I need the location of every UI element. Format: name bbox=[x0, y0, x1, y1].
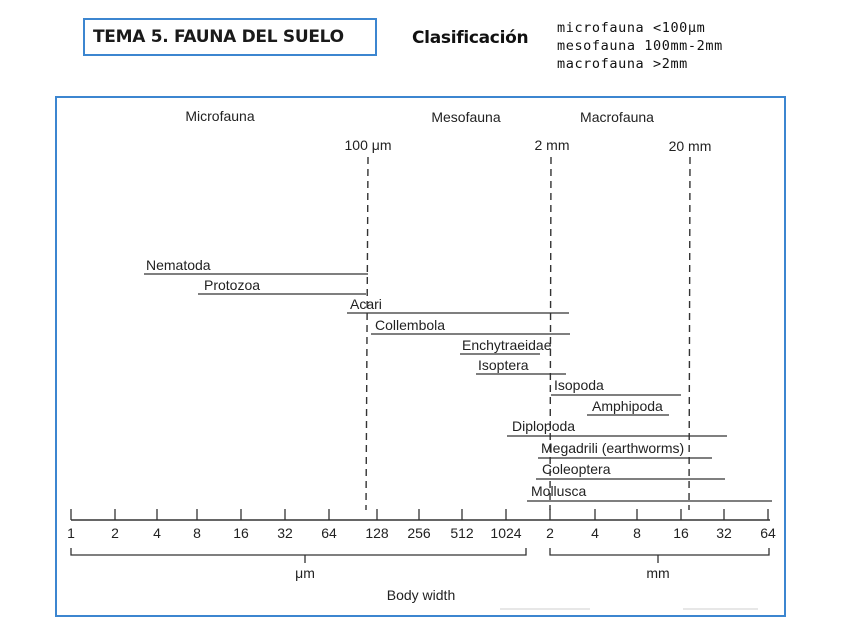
threshold-label-20mm: 20 mm bbox=[669, 138, 712, 154]
size-ranges: microfauna <100μm mesofauna 100mm-2mm ma… bbox=[557, 19, 723, 73]
taxon-label: Coleoptera bbox=[542, 461, 611, 477]
range-macrofauna: macrofauna >2mm bbox=[557, 56, 688, 72]
taxon-acari: Acari bbox=[347, 296, 569, 314]
taxon-amphipoda: Amphipoda bbox=[587, 398, 669, 416]
bracket-mm bbox=[549, 548, 770, 556]
scale-axis-ticks bbox=[70, 509, 769, 520]
title-box: TEMA 5. FAUNA DEL SUELO bbox=[83, 18, 377, 56]
taxon-megadrili: Megadrili (earthworms) bbox=[538, 440, 712, 459]
axis-tick-label: 4 bbox=[591, 525, 599, 541]
taxon-enchytraeidae: Enchytraeidae bbox=[460, 337, 552, 355]
threshold-line-20mm bbox=[688, 156, 691, 511]
taxon-isoptera: Isoptera bbox=[476, 357, 566, 375]
axis-tick-label: 128 bbox=[365, 525, 389, 541]
unit-label-um: μm bbox=[295, 565, 315, 581]
taxon-nematoda: Nematoda bbox=[144, 257, 368, 275]
threshold-line-2mm bbox=[549, 156, 552, 511]
group-label-macrofauna: Macrofauna bbox=[580, 109, 654, 125]
axis-tick-label: 16 bbox=[673, 525, 689, 541]
taxon-label: Enchytraeidae bbox=[462, 337, 552, 353]
axis-tick-label: 512 bbox=[450, 525, 474, 541]
axis-tick-label: 2 bbox=[546, 525, 554, 541]
taxon-label: Isopoda bbox=[554, 377, 604, 393]
taxon-label: Amphipoda bbox=[592, 398, 663, 414]
range-mesofauna: mesofauna 100mm-2mm bbox=[557, 38, 723, 54]
subtitle-clasificacion: Clasificación bbox=[412, 28, 529, 48]
range-microfauna: microfauna <100μm bbox=[557, 20, 706, 36]
taxon-label: Isoptera bbox=[478, 357, 529, 373]
figure-frame bbox=[55, 96, 786, 617]
axis-tick-label: 256 bbox=[407, 525, 431, 541]
axis-tick-label: 8 bbox=[633, 525, 641, 541]
axis-tick-label: 8 bbox=[193, 525, 201, 541]
taxon-coleoptera: Coleoptera bbox=[536, 461, 725, 480]
axis-tick-label: 16 bbox=[233, 525, 249, 541]
unit-label-mm: mm bbox=[646, 565, 669, 581]
taxon-label: Protozoa bbox=[204, 277, 260, 293]
threshold-line-100um bbox=[365, 156, 369, 511]
taxon-diplopoda: Diplopoda bbox=[507, 418, 727, 437]
threshold-label-2mm: 2 mm bbox=[535, 137, 570, 153]
bracket-um bbox=[70, 548, 527, 556]
taxon-label: Collembola bbox=[375, 317, 445, 333]
axis-tick-label: 64 bbox=[321, 525, 337, 541]
axis-tick-label: 1 bbox=[67, 525, 75, 541]
axis-title: Body width bbox=[387, 587, 455, 603]
axis-tick-label: 64 bbox=[760, 525, 776, 541]
threshold-label-100um: 100 μm bbox=[345, 137, 392, 153]
axis-tick-label: 32 bbox=[277, 525, 293, 541]
taxon-label: Nematoda bbox=[146, 257, 211, 273]
taxon-collembola: Collembola bbox=[371, 317, 570, 335]
axis-tick-label: 4 bbox=[153, 525, 161, 541]
taxon-label: Megadrili (earthworms) bbox=[541, 440, 684, 456]
taxon-label: Acari bbox=[350, 296, 382, 312]
axis-tick-label: 2 bbox=[111, 525, 119, 541]
taxon-label: Diplopoda bbox=[512, 418, 575, 434]
taxon-mollusca: Mollusca bbox=[527, 483, 772, 502]
page-title: TEMA 5. FAUNA DEL SUELO bbox=[93, 27, 344, 47]
group-label-mesofauna: Mesofauna bbox=[431, 109, 500, 125]
taxon-protozoa: Protozoa bbox=[198, 277, 366, 295]
taxon-isopoda: Isopoda bbox=[551, 377, 681, 396]
axis-tick-label: 32 bbox=[716, 525, 732, 541]
group-label-microfauna: Microfauna bbox=[185, 108, 254, 124]
scale-axis-tick-labels: 1 2 4 8 16 32 64 128 256 512 1024 2 4 8 16 32 64 bbox=[67, 525, 776, 541]
taxon-label: Mollusca bbox=[531, 483, 586, 499]
axis-tick-label: 1024 bbox=[490, 525, 521, 541]
